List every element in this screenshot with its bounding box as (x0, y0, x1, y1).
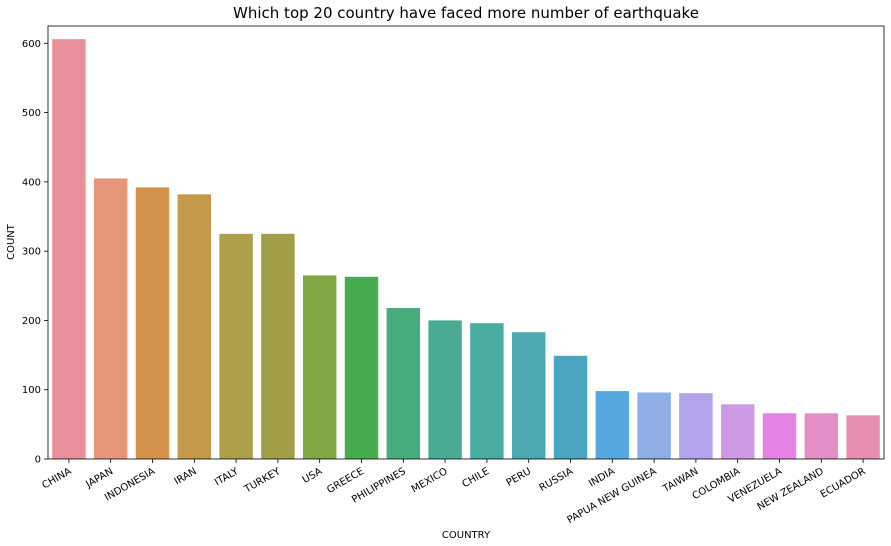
y-tick-label: 0 (35, 455, 41, 466)
bar-italy (219, 233, 253, 459)
y-tick-label: 400 (22, 177, 41, 188)
x-tick-label: PERU (505, 466, 534, 489)
x-tick-label: USA (301, 466, 325, 486)
x-tick-label: RUSSIA (538, 466, 575, 494)
bar-mexico (428, 320, 462, 459)
y-tick-label: 600 (22, 39, 41, 50)
x-tick-label: IRAN (173, 466, 199, 487)
y-axis-label: COUNT (6, 223, 17, 260)
bar-usa (302, 275, 337, 459)
y-axis: 0 100 200 300 400 500 600 (22, 39, 48, 466)
x-tick-label: ITALY (213, 466, 241, 489)
x-tick-label: INDIA (587, 466, 617, 490)
bar-ecuador (846, 415, 880, 459)
chart-title: Which top 20 country have faced more num… (233, 4, 699, 22)
bar-papua-new-guinea (637, 392, 671, 459)
x-tick-label: ECUADOR (819, 466, 868, 501)
y-tick-label: 200 (22, 316, 41, 327)
bar-china (52, 39, 86, 459)
bar-taiwan (679, 393, 713, 459)
bar-colombia (720, 404, 755, 459)
bar-new-zealand (804, 413, 839, 459)
x-tick-label: JAPAN (83, 466, 115, 491)
bar-chile (470, 323, 504, 459)
bar-russia (553, 355, 588, 459)
bar-greece (344, 276, 379, 459)
bar-indonesia (135, 187, 170, 459)
x-tick-label: TURKEY (242, 466, 283, 496)
plot-frame (47, 25, 885, 460)
bars (52, 39, 880, 459)
x-axis-label: COUNTRY (442, 530, 491, 541)
bar-peru (511, 332, 546, 459)
bar-turkey (261, 233, 295, 459)
bar-philippines (386, 307, 421, 459)
y-tick-label: 300 (22, 247, 41, 258)
bar-venezuela (762, 413, 797, 459)
x-tick-label: MEXICO (410, 466, 450, 495)
bar-india (595, 391, 630, 459)
y-tick-label: 100 (22, 385, 41, 396)
bar-japan (93, 178, 128, 459)
y-tick-label: 500 (22, 108, 41, 119)
bar-iran (177, 194, 212, 459)
x-tick-label: CHILE (460, 466, 491, 490)
x-tick-label: CHINA (40, 466, 73, 491)
